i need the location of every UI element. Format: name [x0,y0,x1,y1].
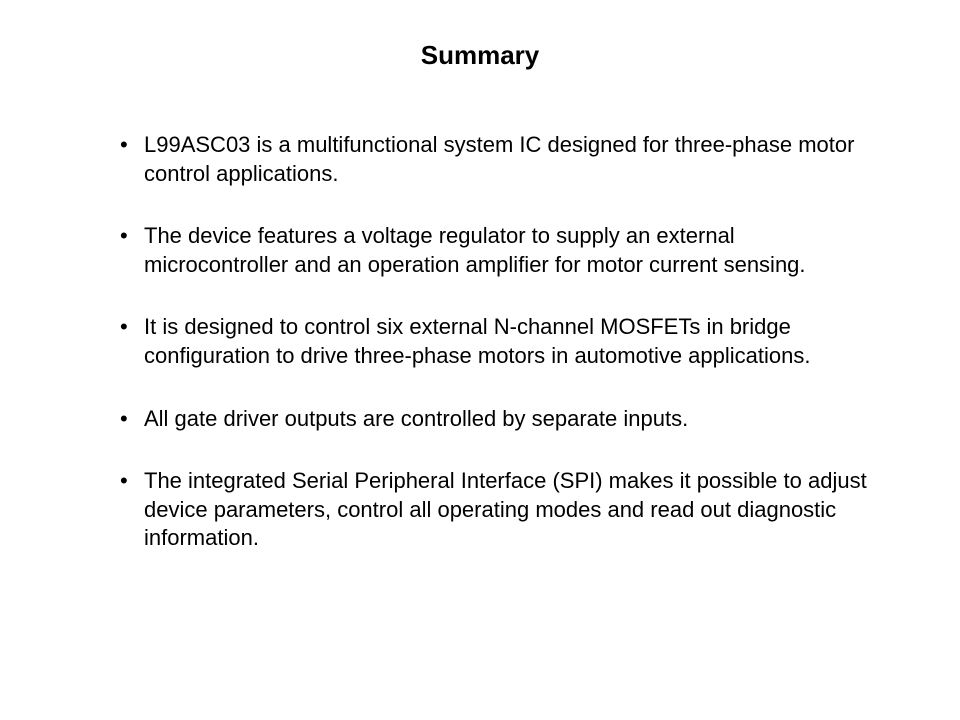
bullet-list: L99ASC03 is a multifunctional system IC … [0,131,960,553]
list-item: The integrated Serial Peripheral Interfa… [120,467,870,553]
slide-title: Summary [0,40,960,71]
list-item: L99ASC03 is a multifunctional system IC … [120,131,870,188]
list-item: All gate driver outputs are controlled b… [120,405,870,434]
list-item: The device features a voltage regulator … [120,222,870,279]
list-item: It is designed to control six external N… [120,313,870,370]
